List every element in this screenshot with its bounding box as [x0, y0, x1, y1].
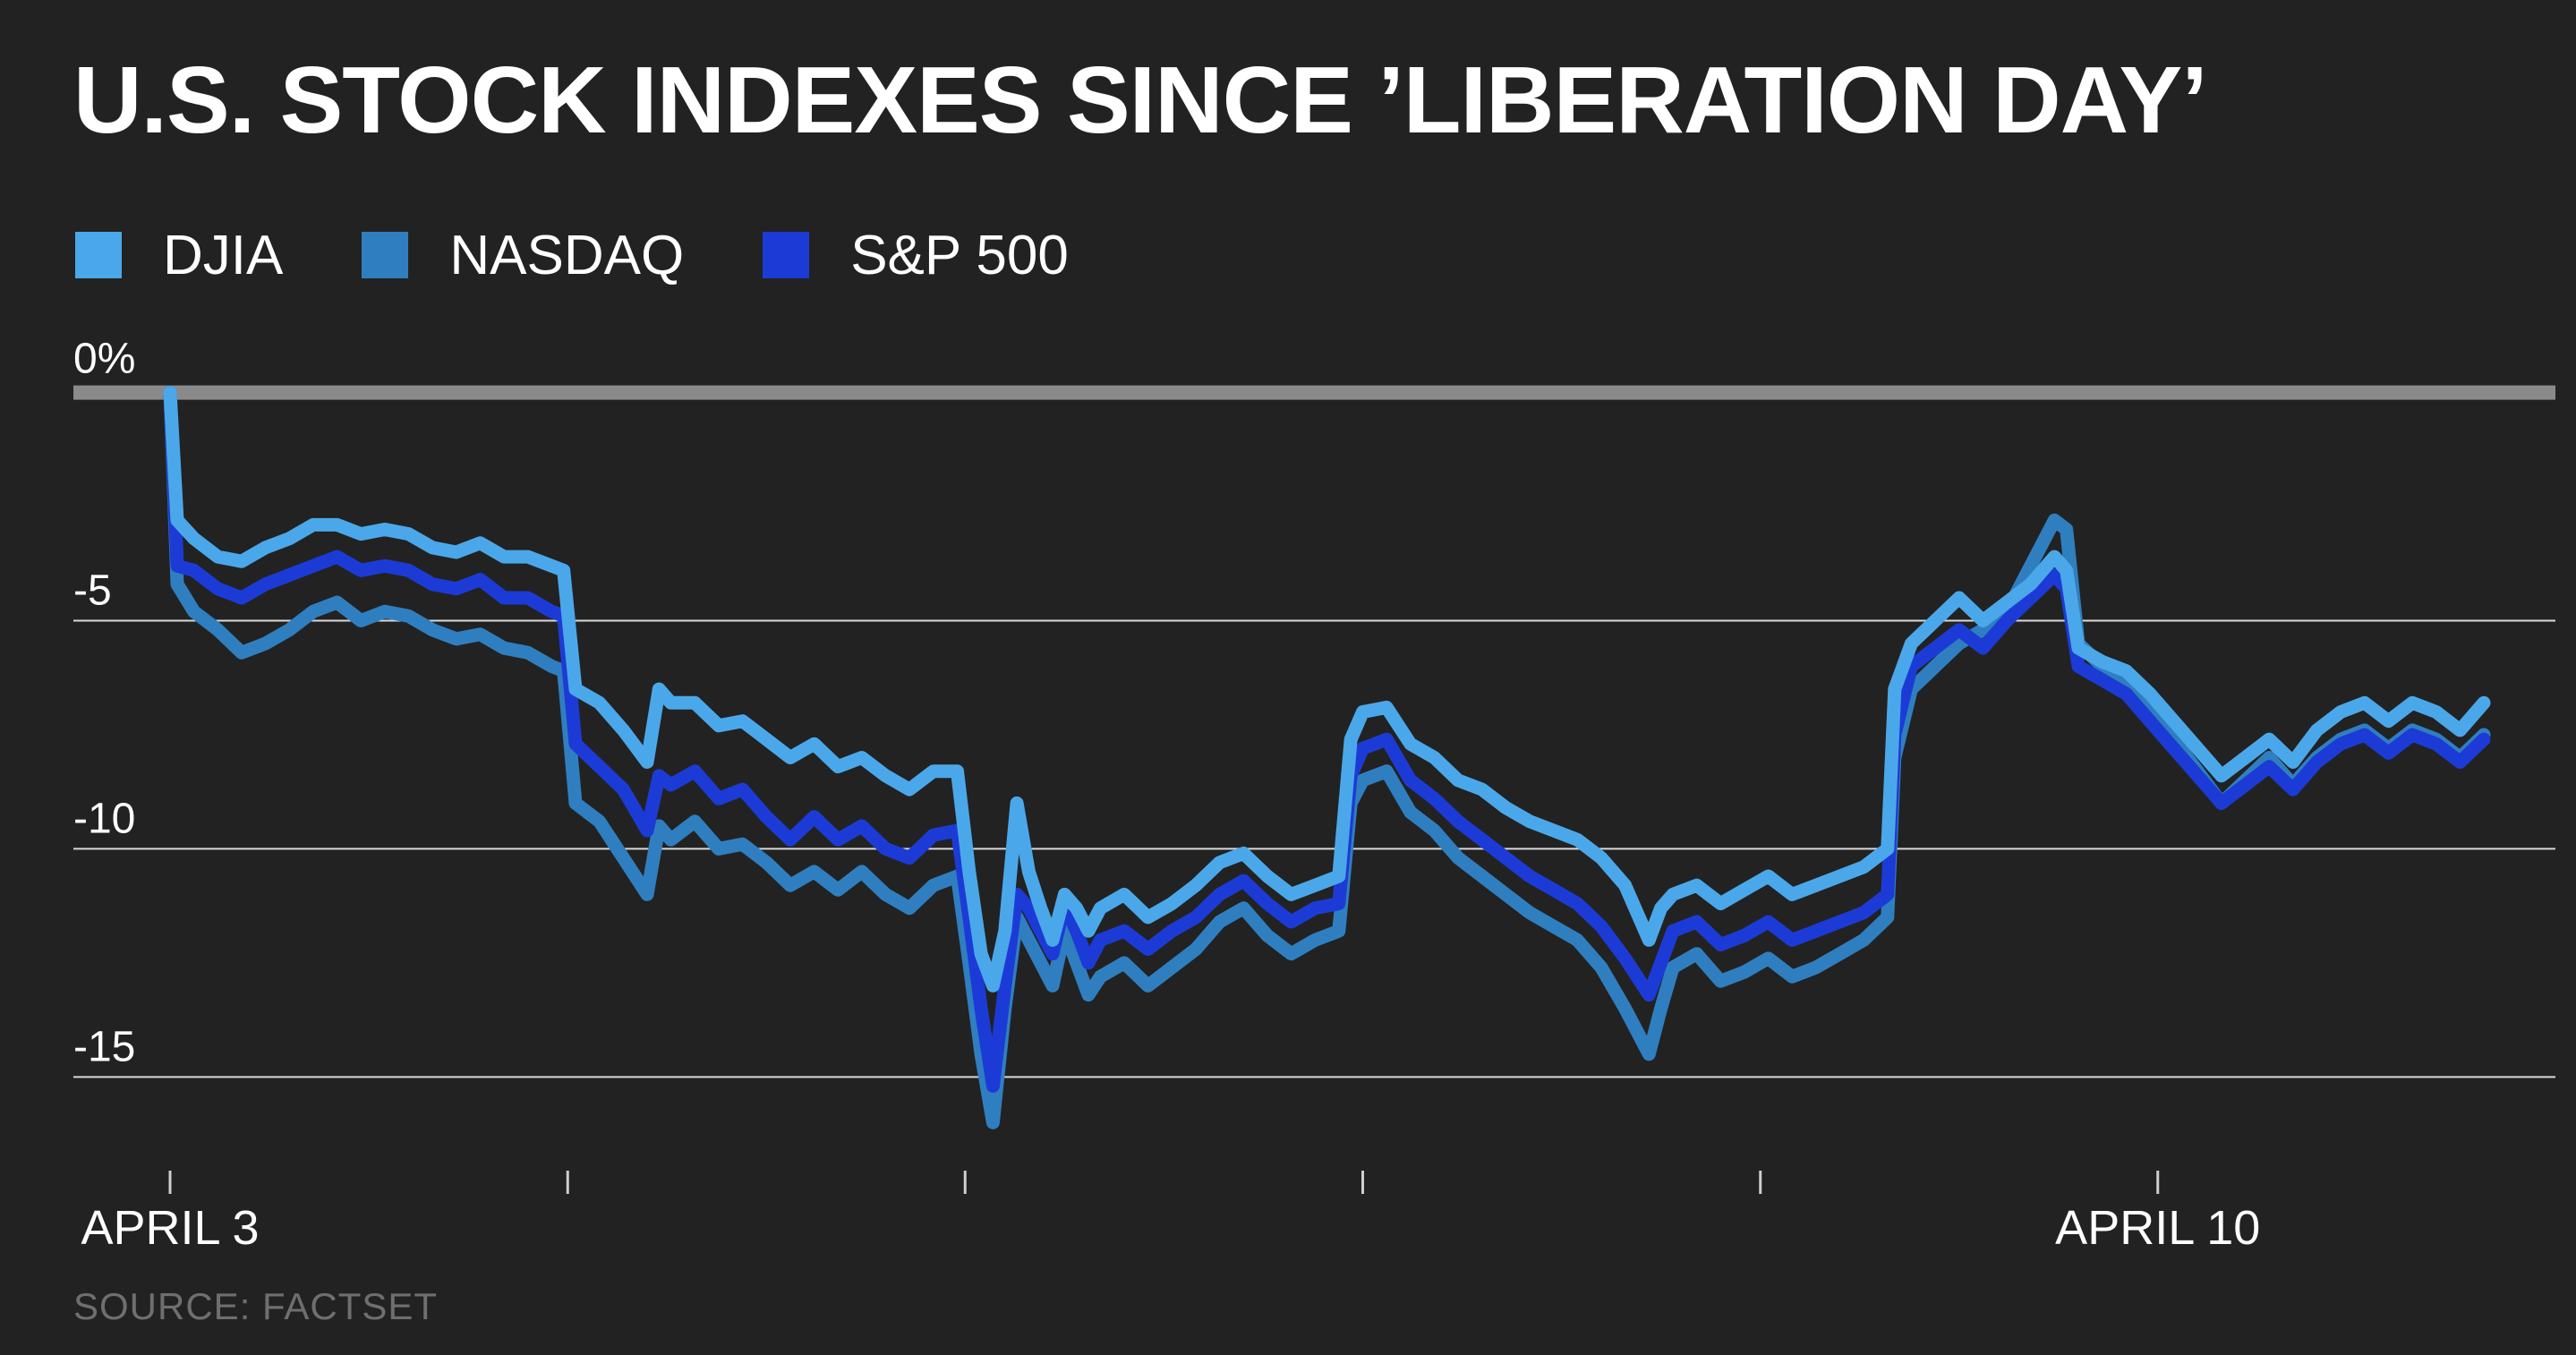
legend-label-sp500: S&P 500: [850, 224, 1069, 286]
axis-labels: 0% -5 -10 -15 APRIL 3 APRIL 10: [73, 336, 2260, 1255]
y-tick-label-2: -10: [73, 795, 135, 842]
legend: DJIA NASDAQ S&P 500: [75, 224, 1147, 286]
x-tick-label-0: APRIL 3: [81, 1201, 259, 1255]
series-lines: [163, 386, 2491, 1129]
legend-item-nasdaq: NASDAQ: [362, 224, 684, 287]
legend-label-nasdaq: NASDAQ: [449, 224, 685, 286]
x-tick-label-5: APRIL 10: [2055, 1201, 2260, 1255]
legend-swatch-nasdaq: [362, 232, 409, 278]
source-note: SOURCE: FACTSET: [73, 1285, 439, 1327]
chart-title: U.S. STOCK INDEXES SINCE ’LIBERATION DAY…: [73, 47, 2208, 153]
series-line-nasdaq: [163, 386, 2491, 1129]
legend-item-djia: DJIA: [75, 224, 283, 287]
y-tick-label-1: -5: [73, 567, 112, 615]
y-tick-label-0: 0%: [73, 336, 135, 383]
series-line-s-p-500: [163, 386, 2491, 1093]
gridlines: [73, 385, 2555, 1194]
legend-label-djia: DJIA: [163, 224, 284, 286]
legend-swatch-sp500: [763, 232, 810, 278]
series-line-djia: [163, 386, 2491, 993]
y-tick-label-3: -15: [73, 1023, 135, 1070]
legend-item-sp500: S&P 500: [763, 224, 1069, 287]
legend-swatch-djia: [75, 232, 122, 278]
